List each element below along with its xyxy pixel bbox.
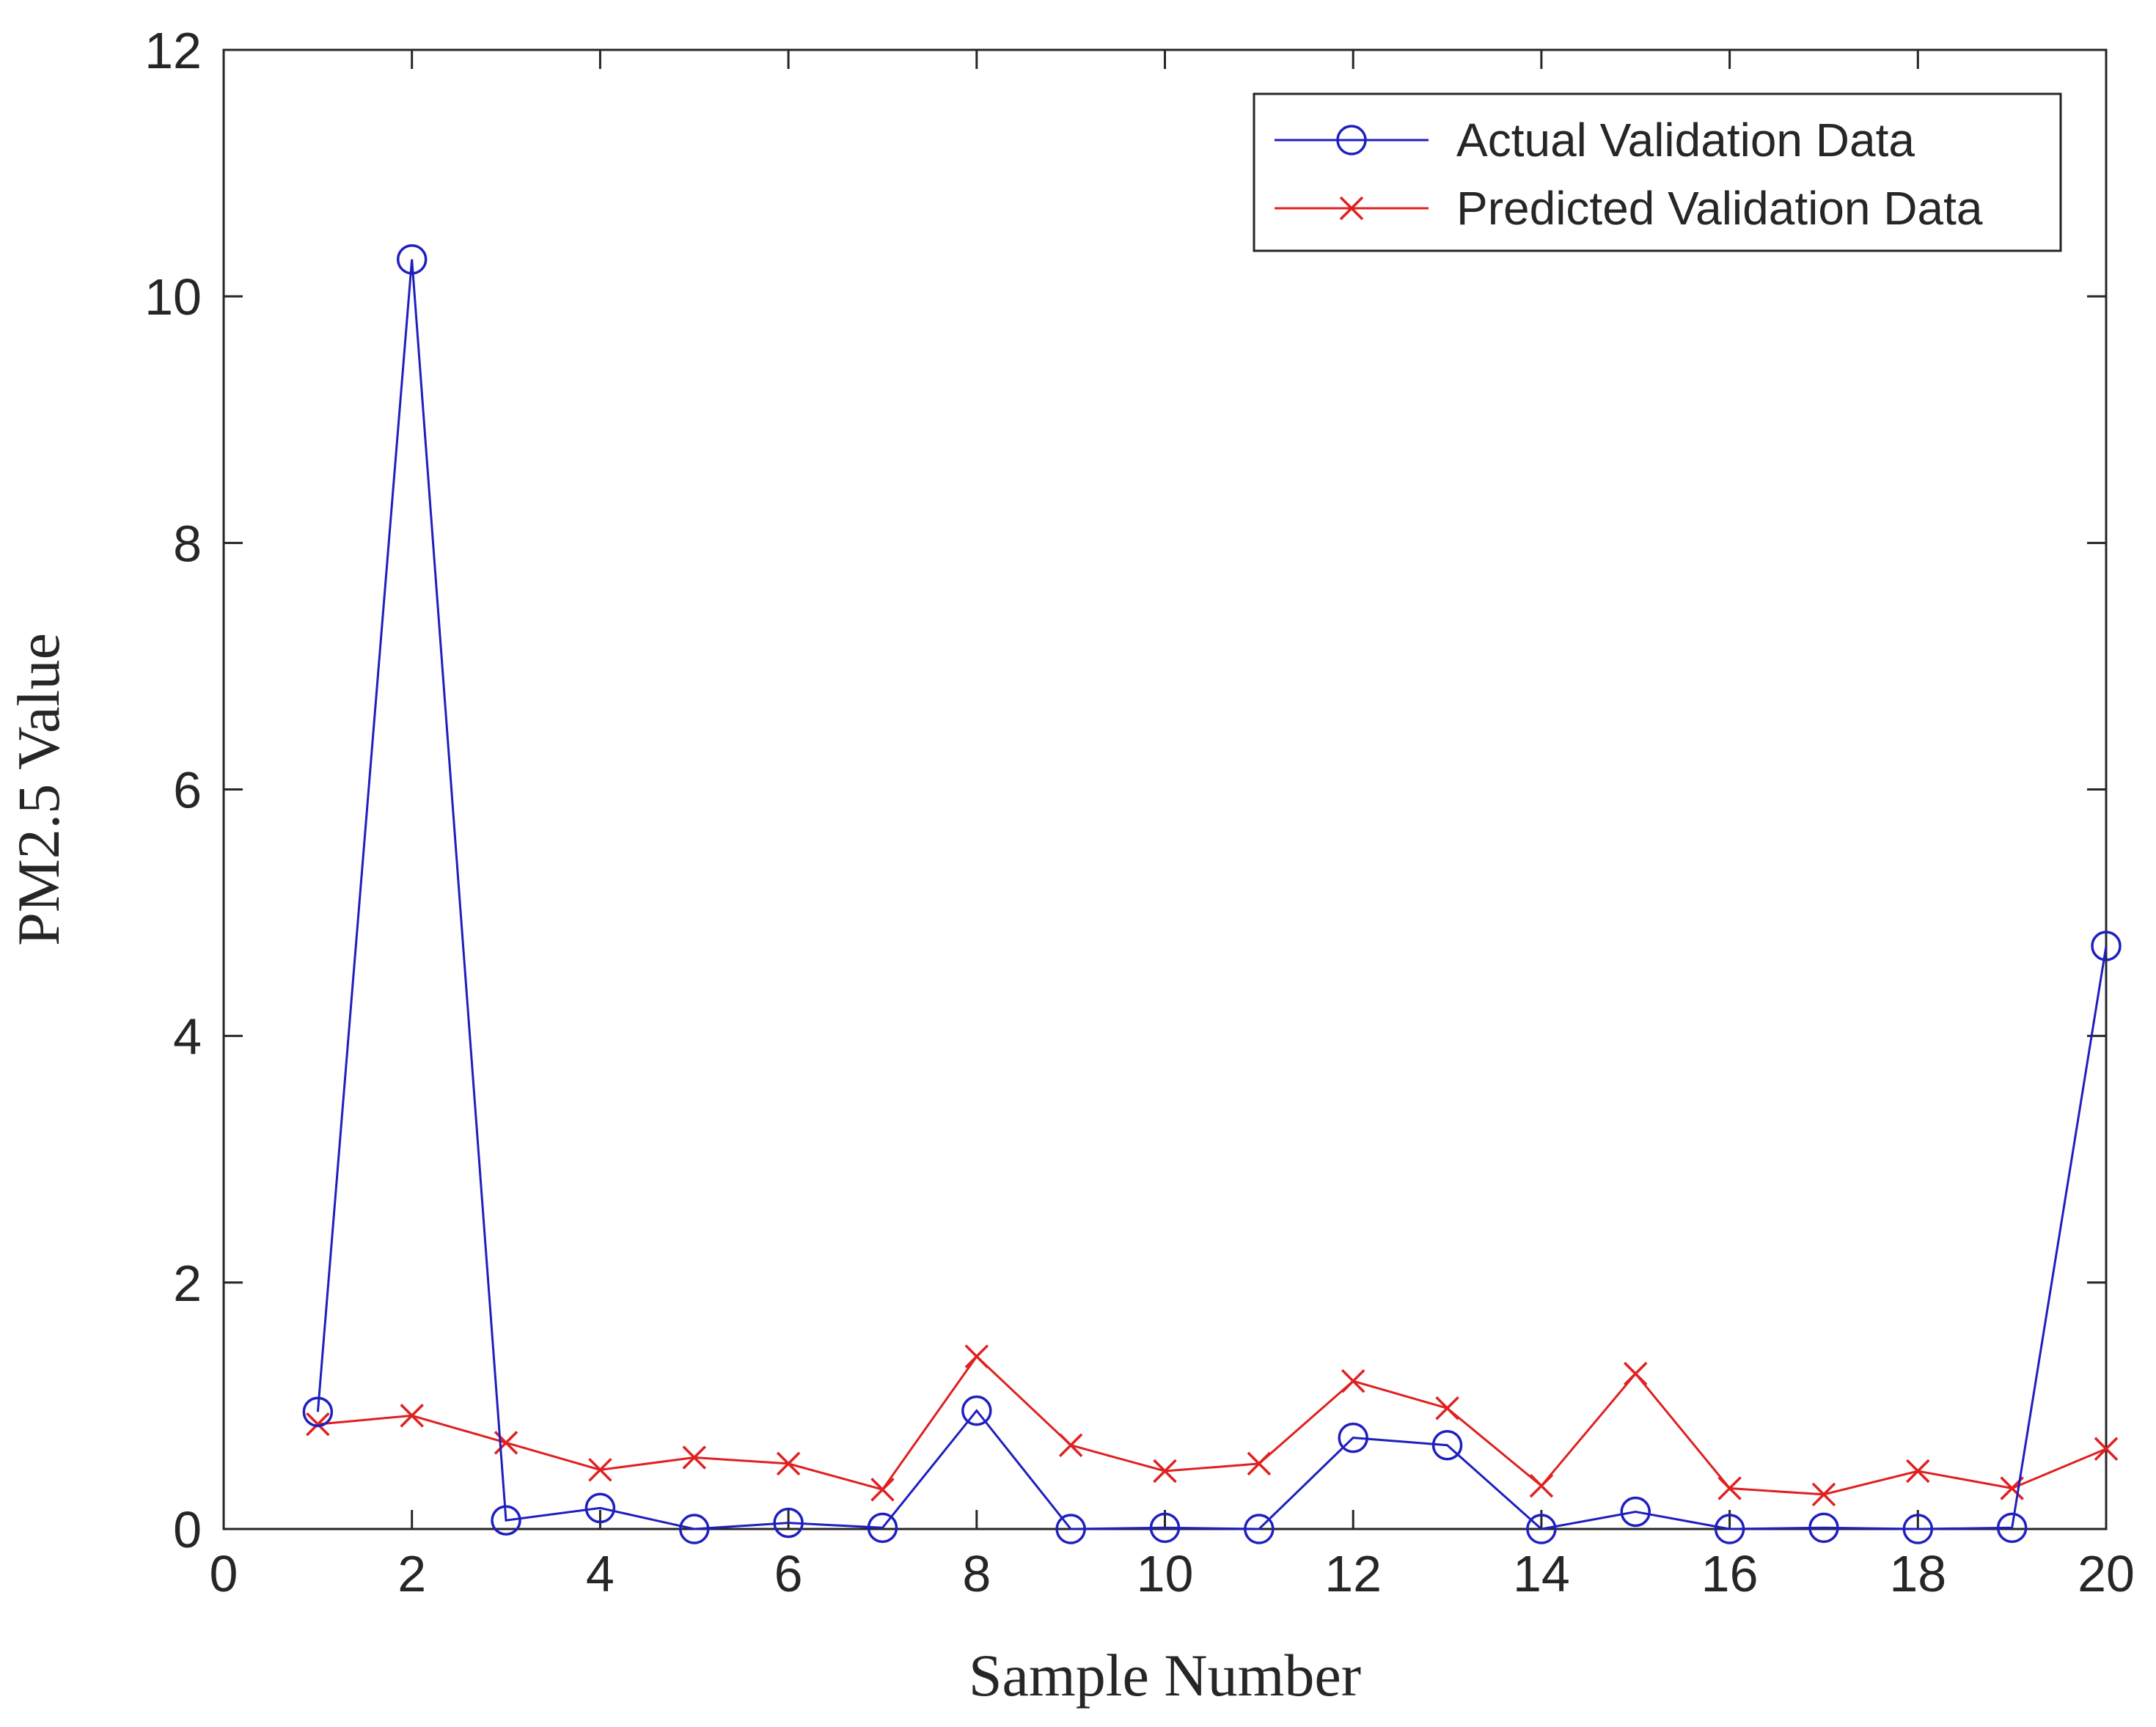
- data-point-0-10: [1244, 1514, 1275, 1544]
- data-point-0-15: [1714, 1514, 1745, 1544]
- data-point-1-6: [870, 1477, 895, 1502]
- y-tick-label: 6: [173, 762, 202, 819]
- data-point-1-12-stroke-b: [1435, 1396, 1459, 1420]
- series-0: [302, 243, 2122, 1544]
- data-point-0-2: [491, 1505, 521, 1536]
- data-point-1-6-stroke-b: [870, 1477, 895, 1502]
- data-point-1-14-stroke-b: [1624, 1361, 1648, 1386]
- legend: Actual Validation Data Predicted Validati…: [1253, 92, 2062, 252]
- data-point-1-5: [776, 1451, 801, 1476]
- data-point-0-3: [584, 1492, 616, 1524]
- series-layer: [302, 243, 2122, 1544]
- data-point-1-11: [1341, 1369, 1365, 1393]
- data-point-0-5: [773, 1507, 804, 1539]
- y-axis-title: PM2.5 Value: [5, 633, 72, 946]
- data-point-1-3-stroke-b: [588, 1458, 612, 1482]
- data-point-0-12: [1431, 1429, 1463, 1461]
- data-point-1-9: [1153, 1459, 1177, 1484]
- data-point-1-11-stroke-b: [1341, 1369, 1365, 1393]
- series-line-1: [318, 1354, 2107, 1496]
- data-point-1-8: [1058, 1433, 1083, 1457]
- data-point-1-17-stroke-b: [1906, 1459, 1930, 1484]
- data-point-1-3: [588, 1458, 612, 1482]
- y-tick-label: 4: [173, 1008, 202, 1066]
- x-tick-label: 12: [1324, 1545, 1382, 1602]
- legend-marker-1-stroke-b: [1339, 196, 1364, 221]
- data-point-1-4: [682, 1445, 706, 1470]
- data-point-1-13-stroke-b: [1529, 1473, 1554, 1498]
- x-tick-label: 16: [1701, 1545, 1759, 1602]
- legend-box: [1253, 92, 2062, 252]
- data-point-1-5-stroke-b: [776, 1451, 801, 1476]
- y-tick-label: 0: [173, 1501, 202, 1558]
- data-point-1-15: [1717, 1476, 1742, 1500]
- data-point-0-14: [1620, 1496, 1651, 1528]
- data-point-1-0-stroke-b: [306, 1412, 330, 1437]
- data-point-1-19-stroke-b: [2094, 1437, 2119, 1461]
- y-tick-label: 12: [144, 22, 202, 79]
- x-tick-label: 0: [210, 1545, 238, 1602]
- data-point-1-7: [964, 1344, 989, 1368]
- data-point-0-19: [2091, 931, 2122, 961]
- x-tick-label: 4: [586, 1545, 615, 1602]
- series-1: [306, 1344, 2119, 1507]
- data-point-1-14: [1624, 1361, 1648, 1386]
- data-point-1-1-stroke-b: [400, 1404, 424, 1428]
- data-point-0-17: [1902, 1514, 1934, 1544]
- x-axis-title: Sample Number: [969, 1642, 1361, 1709]
- data-point-0-11: [1338, 1422, 1368, 1453]
- data-point-1-1: [400, 1404, 424, 1428]
- data-point-1-7-stroke-b: [964, 1344, 989, 1368]
- legend-label-0: Actual Validation Data: [1456, 114, 1915, 166]
- data-point-0-1: [396, 243, 428, 275]
- y-tick-label: 10: [144, 268, 202, 326]
- y-tick-label: 2: [173, 1255, 202, 1312]
- y-tick-label: 8: [173, 515, 202, 572]
- data-point-0-18: [1996, 1512, 2028, 1544]
- legend-marker-1: [1339, 196, 1364, 221]
- data-point-0-6: [867, 1512, 898, 1544]
- data-point-1-15-stroke-b: [1717, 1476, 1742, 1500]
- data-point-1-16: [1811, 1482, 1836, 1507]
- series-line-0: [316, 259, 2108, 1530]
- data-point-0-9: [1149, 1512, 1181, 1544]
- data-point-1-12: [1435, 1396, 1459, 1420]
- data-point-1-10: [1247, 1451, 1272, 1476]
- plot-area: [222, 48, 2108, 1530]
- x-tick-label: 18: [1889, 1545, 1946, 1602]
- data-point-1-17: [1906, 1459, 1930, 1484]
- data-point-1-13: [1529, 1473, 1554, 1498]
- data-point-0-7: [961, 1395, 992, 1426]
- legend-label-1: Predicted Validation Data: [1456, 182, 1983, 235]
- data-point-1-16-stroke-b: [1811, 1482, 1836, 1507]
- data-point-1-8-stroke-b: [1058, 1433, 1083, 1457]
- x-tick-label: 14: [1513, 1545, 1570, 1602]
- data-point-1-4-stroke-b: [682, 1445, 706, 1470]
- data-point-0-0: [302, 1396, 334, 1428]
- x-tick-label: 2: [397, 1545, 426, 1602]
- data-point-0-16: [1808, 1512, 1839, 1544]
- x-tick-label: 6: [774, 1545, 803, 1602]
- data-point-1-0: [306, 1412, 330, 1437]
- data-point-0-8: [1055, 1514, 1086, 1544]
- data-point-1-19: [2094, 1437, 2119, 1461]
- legend-marker-0: [1336, 125, 1367, 155]
- data-point-0-13: [1526, 1514, 1557, 1544]
- x-tick-label: 10: [1137, 1545, 1194, 1602]
- x-tick-label: 20: [2078, 1545, 2135, 1602]
- data-point-1-2-stroke-b: [494, 1431, 518, 1455]
- x-tick-label: 8: [962, 1545, 991, 1602]
- data-point-1-9-stroke-b: [1153, 1459, 1177, 1484]
- axis-ticks: 0 2 4 6 8 10 12 14 16 18 20 0 2 4 6 8 10 12: [144, 22, 2135, 1602]
- data-point-0-4: [679, 1514, 710, 1544]
- data-point-1-10-stroke-b: [1247, 1451, 1272, 1476]
